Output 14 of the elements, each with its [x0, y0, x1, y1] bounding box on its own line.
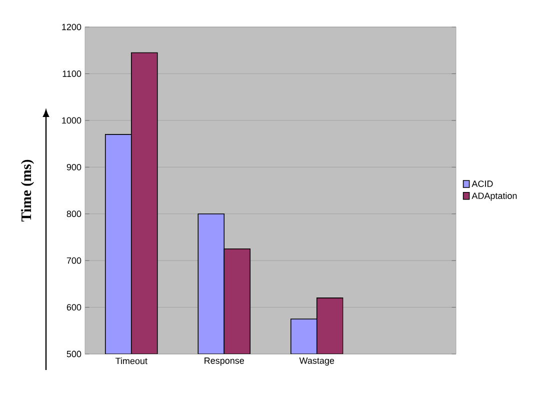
y-tick-label: 1000 — [62, 117, 82, 124]
x-tick-label: Response — [204, 358, 244, 366]
y-axis-title: Time (ms) — [20, 160, 34, 222]
x-tick-label: Wastage — [299, 358, 334, 366]
y-tick-label: 900 — [66, 164, 82, 170]
y-tick-label: 700 — [66, 257, 82, 264]
y-tick-label: 600 — [66, 304, 82, 310]
y-tick-label: 1200 — [62, 24, 82, 30]
x-tick-label: Timeout — [115, 358, 148, 364]
y-tick-label: 1100 — [62, 70, 82, 77]
legend-label: ADAptation — [472, 192, 517, 201]
legend-label: ACID — [472, 180, 493, 187]
y-tick-label: 500 — [66, 350, 82, 358]
y-tick-label: 800 — [66, 210, 82, 218]
